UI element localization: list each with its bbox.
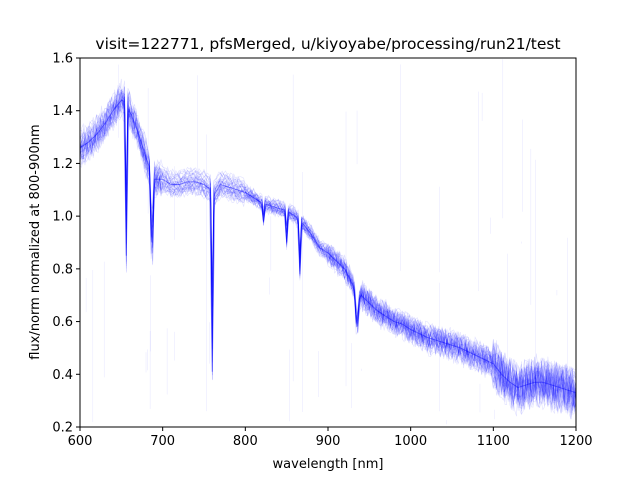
spectrum-trace	[80, 103, 576, 417]
spectrum-trace	[80, 96, 576, 414]
x-tick-label: 1100	[477, 434, 510, 449]
spectrum-trace	[80, 86, 576, 408]
spectrum-mean-trace	[80, 99, 576, 394]
y-tick-label: 1.6	[52, 52, 73, 67]
spectrum-trace	[80, 101, 576, 406]
spectrum-trace	[80, 99, 576, 411]
spectrum-trace	[80, 99, 576, 404]
spectrum-trace	[80, 91, 576, 411]
spectrum-trace	[80, 98, 576, 413]
spectra-traces	[80, 59, 576, 425]
x-tick-label: 1200	[559, 434, 592, 449]
spectrum-trace	[80, 97, 576, 407]
spectrum-trace	[80, 91, 576, 406]
chart-title: visit=122771, pfsMerged, u/kiyoyabe/proc…	[95, 35, 560, 53]
y-tick-label: 1.2	[52, 157, 73, 172]
spectrum-trace	[80, 98, 576, 406]
spectrum-trace	[80, 111, 576, 422]
spectrum-trace	[80, 100, 576, 413]
spectrum-trace	[80, 86, 576, 401]
spectrum-trace	[80, 101, 576, 409]
x-tick-label: 900	[316, 434, 341, 449]
spectrum-trace	[80, 98, 576, 416]
spectrum-trace	[80, 90, 576, 412]
y-tick-label: 1.4	[52, 104, 73, 119]
spectrum-trace	[80, 93, 576, 412]
x-axis: 600 700 800 900 1000 1100 1200	[68, 427, 593, 449]
spectrum-trace	[80, 96, 576, 413]
spectrum-trace	[80, 89, 576, 404]
y-axis: 0.2 0.4 0.6 0.8 1.0 1.2 1.4 1.6	[52, 52, 80, 436]
spectrum-trace	[80, 100, 576, 406]
spectrum-trace	[80, 94, 576, 413]
y-tick-label: 0.6	[52, 315, 73, 330]
y-axis-label: flux/norm normalized at 800-900nm	[28, 124, 43, 359]
spectrum-trace	[80, 96, 576, 420]
x-tick-label: 700	[150, 434, 175, 449]
spectrum-trace	[80, 89, 576, 409]
spectrum-trace	[80, 93, 576, 412]
spectrum-trace	[80, 89, 576, 415]
x-axis-label: wavelength [nm]	[273, 457, 384, 472]
spectrum-trace	[80, 80, 576, 406]
spectrum-trace	[80, 94, 576, 408]
x-tick-label: 800	[233, 434, 258, 449]
spectrum-trace	[80, 78, 576, 406]
x-tick-label: 600	[68, 434, 93, 449]
spectrum-trace	[80, 85, 576, 398]
spectrum-trace	[80, 102, 576, 408]
spectrum-trace	[80, 95, 576, 410]
spectrum-trace	[80, 82, 576, 401]
spectrum-trace	[80, 90, 576, 409]
y-tick-label: 0.4	[52, 368, 73, 383]
y-tick-label: 0.2	[52, 421, 73, 436]
y-tick-label: 1.0	[52, 210, 73, 225]
spectrum-trace	[80, 92, 576, 414]
spectrum-trace	[80, 89, 576, 415]
x-tick-label: 1000	[394, 434, 427, 449]
spectrum-trace	[80, 91, 576, 410]
spectrum-trace	[80, 93, 576, 402]
spectrum-trace	[80, 88, 576, 407]
spectrum-trace	[80, 101, 576, 407]
y-tick-label: 0.8	[52, 262, 73, 277]
